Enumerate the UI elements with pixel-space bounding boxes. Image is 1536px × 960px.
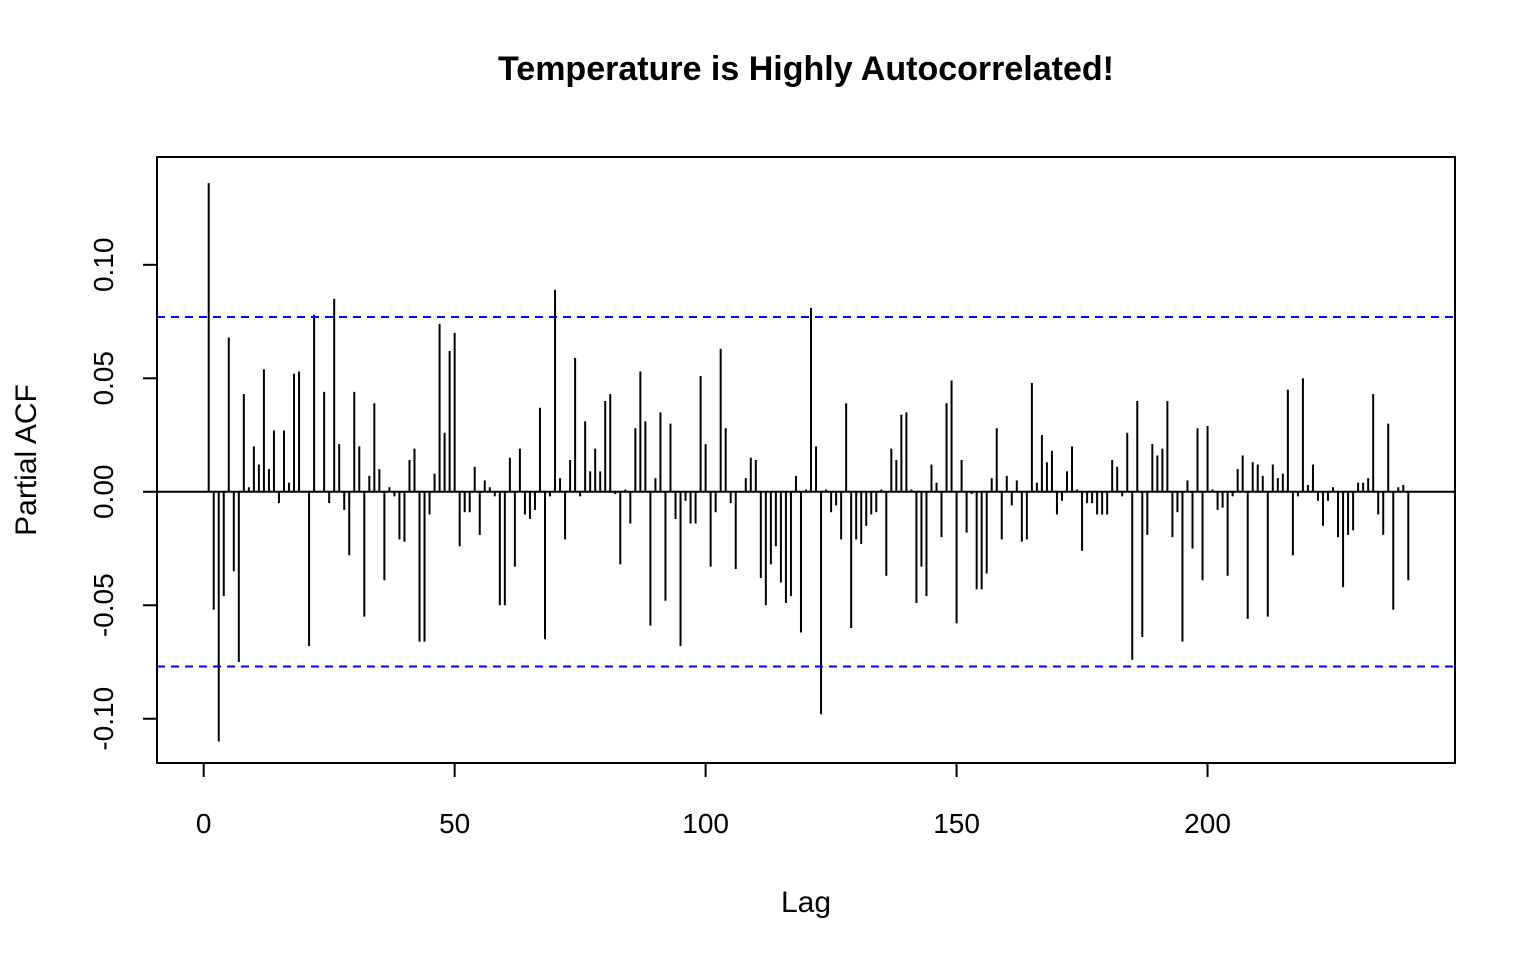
y-tick-label: 0.05	[88, 351, 119, 406]
x-tick-label: 200	[1184, 808, 1231, 839]
x-tick-label: 50	[439, 808, 470, 839]
y-axis: -0.10 -0.05 0.00 0.05 0.10	[88, 238, 158, 751]
bars-layer	[207, 183, 1410, 742]
x-axis: 0 50 100 150 200	[196, 762, 1231, 839]
x-tick-label: 150	[933, 808, 980, 839]
y-axis-label: Partial ACF	[10, 384, 43, 536]
x-tick-label: 0	[196, 808, 212, 839]
x-axis-label: Lag	[781, 886, 831, 919]
reference-lines	[157, 316, 1455, 668]
x-tick-label: 100	[682, 808, 729, 839]
y-tick-label: 0.10	[88, 238, 119, 293]
y-tick-label: -0.05	[88, 573, 119, 637]
y-tick-label: -0.10	[88, 687, 119, 751]
y-tick-label: 0.00	[88, 465, 119, 520]
chart-title: Temperature is Highly Autocorrelated!	[498, 50, 1114, 88]
plot-frame	[156, 156, 1456, 764]
